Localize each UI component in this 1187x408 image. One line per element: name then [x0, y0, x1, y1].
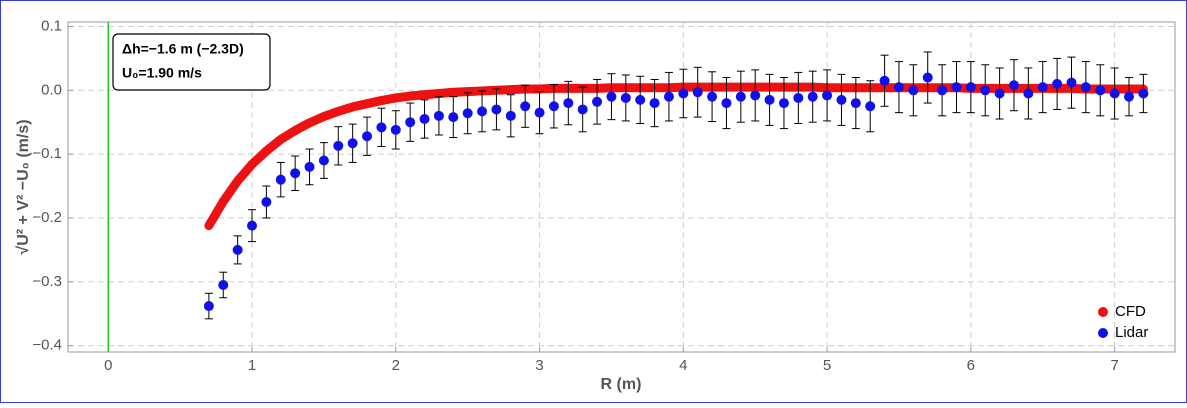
annotation: U₀=1.90 m/s	[122, 65, 202, 81]
point	[433, 110, 444, 121]
x-axis-label: R (m)	[601, 376, 642, 393]
point	[376, 122, 387, 133]
legend-swatch	[1098, 307, 1108, 317]
point	[218, 279, 229, 290]
y-axis-label: √U² + V² −U₀ (m/s)	[15, 119, 32, 254]
point	[980, 85, 991, 96]
point	[663, 91, 674, 102]
point	[1123, 91, 1134, 102]
point	[534, 107, 545, 118]
x-tick-label: 3	[535, 357, 543, 374]
point	[419, 114, 430, 125]
point	[850, 98, 861, 109]
point	[347, 138, 358, 149]
legend-label: Lidar	[1115, 324, 1148, 341]
point	[520, 101, 531, 112]
point	[1008, 80, 1019, 91]
point	[807, 91, 818, 102]
x-tick-label: 4	[679, 357, 687, 374]
point	[649, 98, 660, 109]
x-tick-label: 5	[823, 357, 831, 374]
point	[1023, 88, 1034, 99]
point	[965, 82, 976, 93]
point	[505, 110, 516, 121]
x-tick-label: 6	[967, 357, 975, 374]
x-tick-label: 1	[248, 357, 256, 374]
point	[721, 98, 732, 109]
point	[275, 174, 286, 185]
point	[735, 91, 746, 102]
point	[678, 88, 689, 99]
point	[879, 75, 890, 86]
annotation: Δh=−1.6 m (−2.3D)	[122, 41, 244, 57]
point	[390, 124, 401, 135]
point	[1138, 88, 1149, 99]
point	[1095, 85, 1106, 96]
point	[462, 108, 473, 119]
legend-label: CFD	[1115, 303, 1146, 320]
point	[764, 94, 775, 105]
point	[304, 161, 315, 172]
y-tick-label: −0.4	[32, 337, 62, 354]
point	[620, 92, 631, 103]
annotation-box	[112, 33, 271, 91]
point	[922, 72, 933, 83]
point	[893, 82, 904, 93]
y-tick-label: −0.3	[32, 273, 62, 290]
y-tick-label: −0.2	[32, 209, 62, 226]
point	[247, 220, 258, 231]
point	[951, 82, 962, 93]
point	[994, 88, 1005, 99]
point	[548, 101, 559, 112]
point	[1052, 78, 1063, 89]
point	[261, 197, 272, 207]
point	[865, 101, 876, 112]
point	[778, 98, 789, 109]
point	[333, 140, 344, 151]
point	[606, 91, 617, 102]
point	[491, 104, 502, 115]
point	[1066, 77, 1077, 88]
point	[405, 117, 416, 128]
point	[635, 94, 646, 105]
x-tick-label: 7	[1110, 357, 1118, 374]
point	[203, 301, 214, 312]
point	[577, 104, 588, 115]
point	[362, 131, 373, 142]
point	[937, 85, 948, 96]
point	[290, 168, 301, 179]
point	[318, 155, 329, 166]
point	[592, 96, 603, 107]
point	[563, 98, 574, 109]
point	[793, 92, 804, 103]
point	[822, 90, 833, 101]
x-tick-label: 0	[104, 357, 112, 374]
point	[448, 112, 459, 123]
point	[692, 87, 703, 98]
y-tick-label: −0.1	[32, 145, 62, 162]
point	[836, 94, 847, 105]
point	[908, 85, 919, 96]
point	[232, 244, 243, 255]
x-tick-label: 2	[392, 357, 400, 374]
y-tick-label: 0.1	[41, 17, 62, 34]
y-tick-label: 0.0	[41, 81, 62, 98]
point	[750, 90, 761, 101]
point	[1037, 82, 1048, 93]
point	[1080, 82, 1091, 93]
point	[477, 106, 488, 117]
legend-swatch	[1098, 328, 1108, 338]
point	[1109, 88, 1120, 99]
point	[707, 91, 718, 102]
